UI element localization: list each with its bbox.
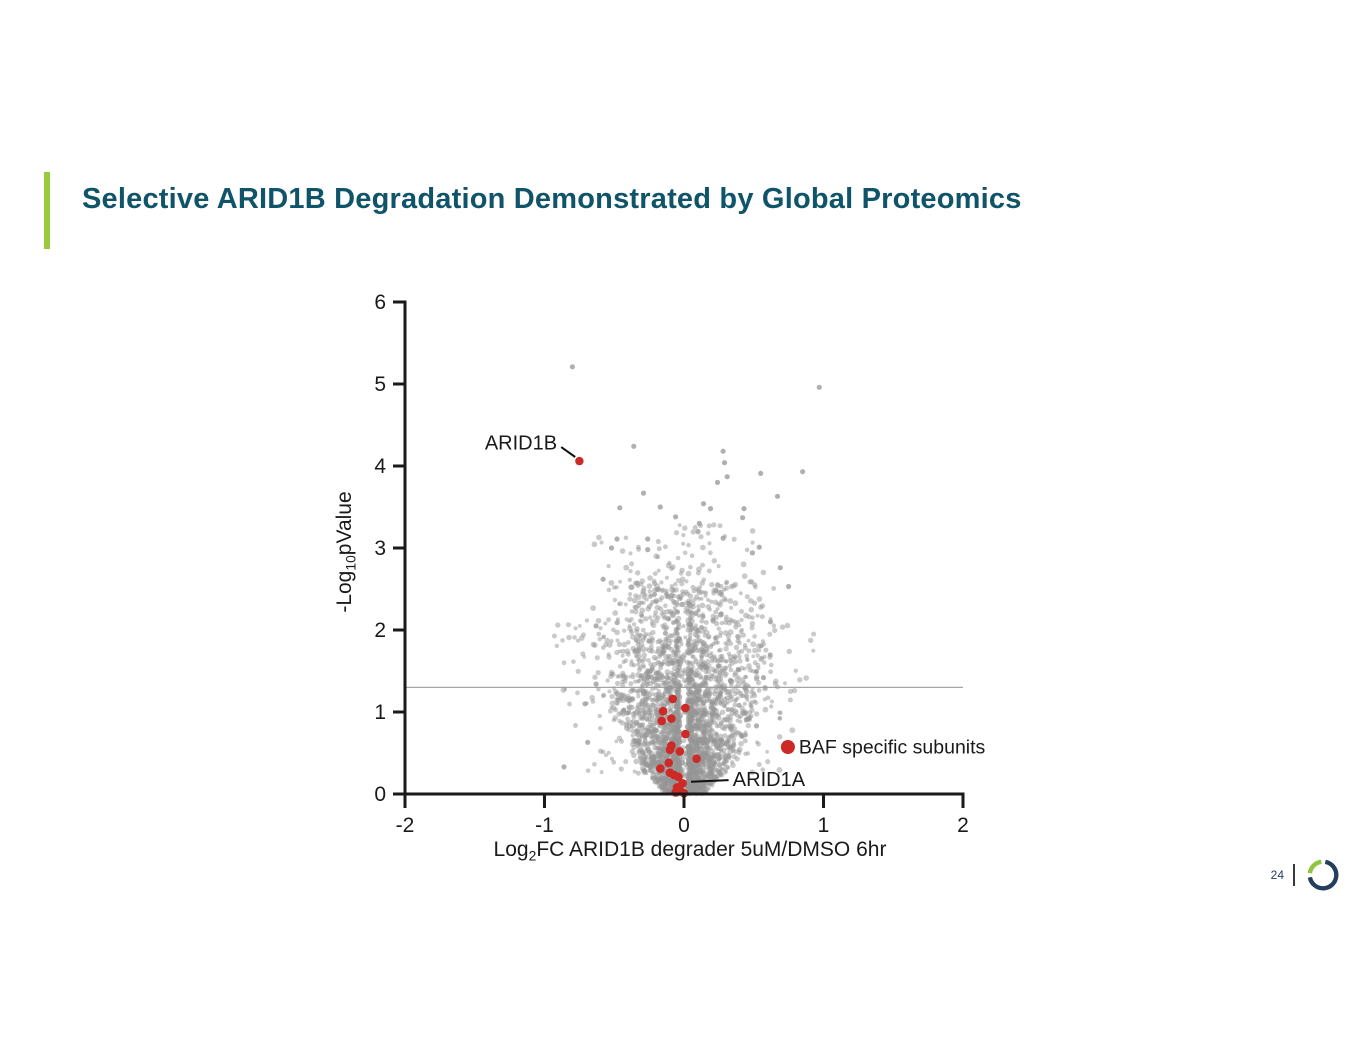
slide-title: Selective ARID1B Degradation Demonstrate…	[82, 183, 1022, 215]
y-axis-title: -Log10pValue	[333, 491, 359, 612]
annotation-label: ARID1A	[733, 769, 806, 791]
svg-text:0: 0	[678, 814, 690, 837]
annotated-point	[575, 456, 584, 466]
company-logo-icon	[1307, 859, 1339, 891]
page-number: 24	[1270, 868, 1284, 882]
title-accent-bar	[44, 172, 50, 249]
y-tick-labels: 0 1 2 3 4 5 6	[374, 291, 386, 806]
background-points	[551, 522, 817, 797]
svg-text:0: 0	[374, 783, 386, 806]
logo-green-arc	[1307, 859, 1322, 874]
svg-text:5: 5	[374, 373, 386, 396]
x-axis-title: Log2FC ARID1B degrader 5uM/DMSO 6hr	[494, 838, 887, 864]
svg-text:2: 2	[374, 619, 386, 642]
svg-text:4: 4	[374, 455, 386, 478]
svg-text:6: 6	[374, 291, 386, 314]
baf-subunit-points	[656, 694, 701, 798]
x-tick-labels: -2 -1 0 1 2	[396, 814, 969, 837]
footer-separator	[1293, 864, 1295, 886]
legend-label: BAF specific subunits	[799, 737, 986, 759]
point-annotations: ARID1B ARID1A	[485, 433, 806, 791]
svg-text:-1: -1	[535, 814, 554, 837]
legend-marker	[780, 740, 795, 754]
svg-text:-2: -2	[396, 814, 415, 837]
logo-navy-arc	[1307, 859, 1339, 891]
legend: BAF specific subunits	[780, 737, 986, 759]
svg-text:1: 1	[818, 814, 830, 837]
svg-text:1: 1	[374, 701, 386, 724]
svg-text:3: 3	[374, 537, 386, 560]
footer: 24	[1271, 855, 1342, 895]
y-axis	[393, 300, 407, 796]
annotation-label: ARID1B	[485, 433, 557, 455]
gray-outlier-points	[561, 364, 822, 770]
svg-text:2: 2	[957, 814, 969, 837]
x-axis	[403, 792, 965, 808]
